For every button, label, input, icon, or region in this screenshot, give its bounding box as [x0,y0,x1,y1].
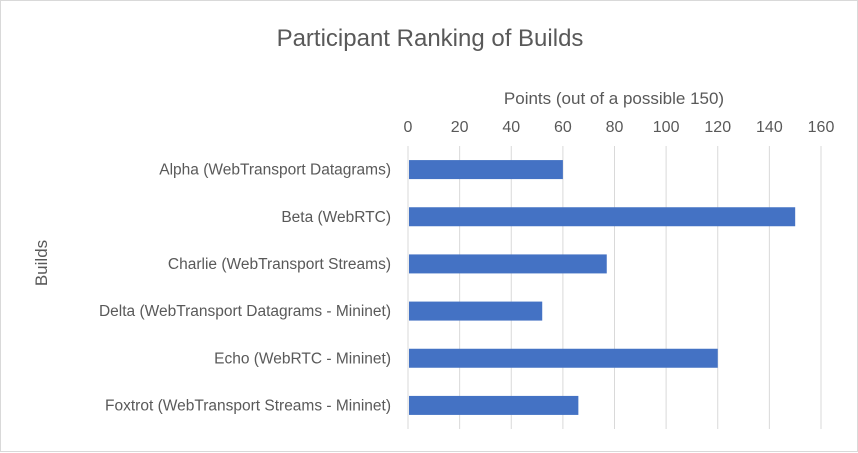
chart-title: Participant Ranking of Builds [277,25,584,52]
category-label: Echo (WebRTC - Mininet) [214,350,391,367]
x-tick-label: 40 [502,119,520,136]
x-tick-labels: 0 20 40 60 80 100 120 140 160 [404,119,835,136]
bar [409,301,543,321]
y-axis-title: Builds [32,240,51,286]
bar [409,395,579,415]
x-tick-label: 20 [451,119,469,136]
category-label: Charlie (WebTransport Streams) [168,256,391,273]
category-label: Alpha (WebTransport Datagrams) [159,162,391,179]
bar [409,207,796,227]
category-labels: Alpha (WebTransport Datagrams) Beta (WebR… [99,162,391,415]
category-label: Foxtrot (WebTransport Streams - Mininet) [105,397,391,414]
category-label: Delta (WebTransport Datagrams - Mininet) [99,303,391,320]
gridlines [407,146,822,429]
x-tick-label: 0 [404,119,413,136]
bar [409,160,563,180]
x-axis-title: Points (out of a possible 150) [504,89,724,108]
x-tick-label: 120 [704,119,731,136]
x-tick-label: 60 [554,119,572,136]
category-label: Beta (WebRTC) [281,209,391,226]
bars [409,160,796,415]
x-tick-label: 160 [808,119,835,136]
x-tick-label: 80 [606,119,624,136]
x-tick-label: 100 [653,119,680,136]
bar [409,254,607,274]
x-tick-label: 140 [756,119,783,136]
bar [409,348,718,368]
